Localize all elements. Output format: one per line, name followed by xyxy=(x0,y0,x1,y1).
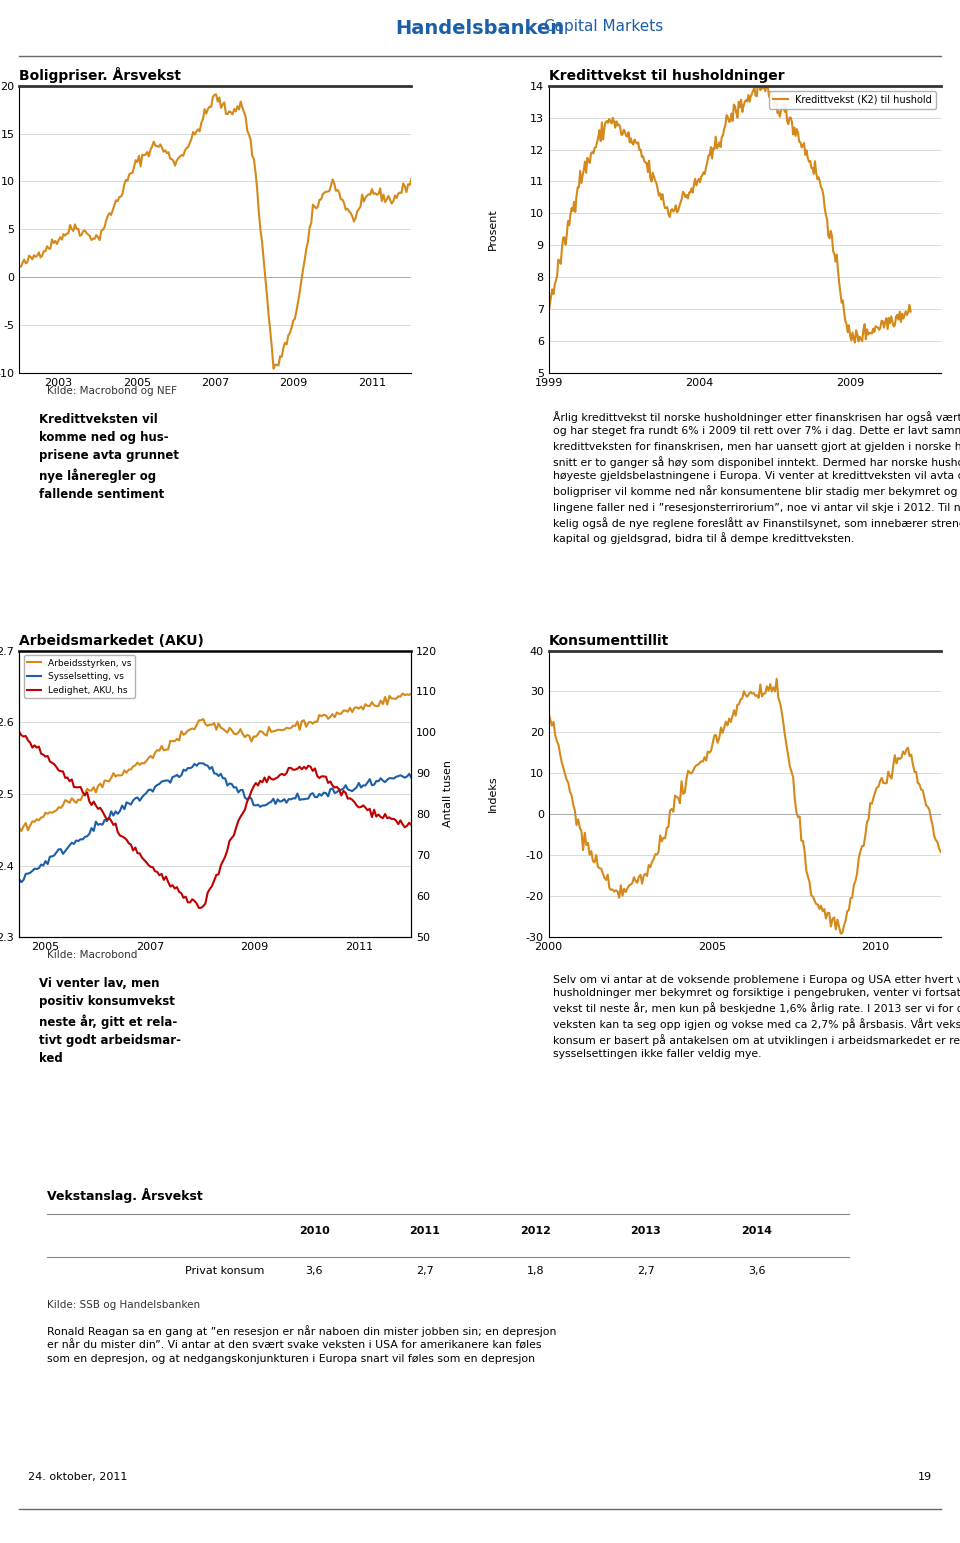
Text: 2012: 2012 xyxy=(520,1225,551,1236)
Text: Handelsbanken: Handelsbanken xyxy=(396,19,564,37)
Text: Årlig kredittvekst til norske husholdninger etter finanskrisen har også vært for: Årlig kredittvekst til norske husholdnin… xyxy=(553,410,960,545)
Text: Boligpriser. Årsvekst: Boligpriser. Årsvekst xyxy=(19,68,181,83)
Y-axis label: Prosent: Prosent xyxy=(488,208,497,250)
Text: 3,6: 3,6 xyxy=(305,1265,323,1276)
Text: 24. oktober, 2011: 24. oktober, 2011 xyxy=(29,1472,128,1481)
Legend: Arbeidsstyrken, vs, Sysselsetting, vs, Ledighet, AKU, hs: Arbeidsstyrken, vs, Sysselsetting, vs, L… xyxy=(24,656,135,699)
Text: Capital Markets: Capital Markets xyxy=(544,19,663,34)
Text: 3,6: 3,6 xyxy=(748,1265,765,1276)
Text: Kilde: Macrobond og NEF: Kilde: Macrobond og NEF xyxy=(47,386,177,395)
Y-axis label: Antall tusen: Antall tusen xyxy=(443,761,453,827)
Text: Konsumenttillit: Konsumenttillit xyxy=(548,634,669,648)
Text: Kilde: Macrobond: Kilde: Macrobond xyxy=(47,950,137,960)
Text: 1,8: 1,8 xyxy=(526,1265,544,1276)
Y-axis label: Indeks: Indeks xyxy=(488,776,497,812)
Text: 2013: 2013 xyxy=(631,1225,661,1236)
Text: 2014: 2014 xyxy=(741,1225,772,1236)
Text: Privat konsum: Privat konsum xyxy=(185,1265,264,1276)
Text: 2010: 2010 xyxy=(299,1225,329,1236)
Text: 19: 19 xyxy=(918,1472,931,1481)
Text: Ronald Reagan sa en gang at ”en resesjon er når naboen din mister jobben sin; en: Ronald Reagan sa en gang at ”en resesjon… xyxy=(47,1325,556,1364)
Text: Vekstanslag. Årsvekst: Vekstanslag. Årsvekst xyxy=(47,1188,203,1204)
Text: 2,7: 2,7 xyxy=(637,1265,655,1276)
Legend: Kredittvekst (K2) til hushold: Kredittvekst (K2) til hushold xyxy=(769,91,936,108)
Text: Kredittvekst til husholdninger: Kredittvekst til husholdninger xyxy=(548,69,784,83)
Text: Kredittveksten vil
komme ned og hus-
prisene avta grunnet
nye låneregler og
fall: Kredittveksten vil komme ned og hus- pri… xyxy=(38,414,179,501)
Text: 2011: 2011 xyxy=(409,1225,440,1236)
Text: Arbeidsmarkedet (AKU): Arbeidsmarkedet (AKU) xyxy=(19,634,204,648)
Text: Vi venter lav, men
positiv konsumvekst
neste år, gitt et rela-
tivt godt arbeids: Vi venter lav, men positiv konsumvekst n… xyxy=(38,977,180,1065)
Text: Selv om vi antar at de voksende problemene i Europa og USA etter hvert vil gjøre: Selv om vi antar at de voksende probleme… xyxy=(553,975,960,1058)
Text: 2,7: 2,7 xyxy=(416,1265,434,1276)
Text: Kilde: SSB og Handelsbanken: Kilde: SSB og Handelsbanken xyxy=(47,1299,200,1310)
